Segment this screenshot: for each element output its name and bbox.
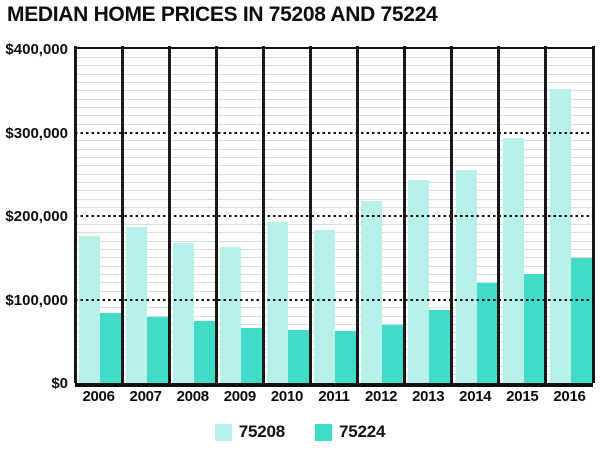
column-separator-line [544,46,548,383]
bar-75224-2014 [476,282,498,383]
legend: 75208 75224 [0,422,600,442]
x-tick-label-2014: 2014 [459,388,492,405]
y-tick-label-400000: $400,000 [5,41,68,58]
bar-75224-2010 [288,329,310,383]
minor-gridline [75,198,593,200]
bar-75208-2015 [502,138,524,383]
minor-gridline [75,207,593,209]
bar-75208-2009 [220,246,242,383]
minor-gridline [75,56,593,58]
legend-label-75224: 75224 [339,422,386,441]
x-tick-label-2006: 2006 [82,388,115,405]
legend-item-75208: 75208 [214,422,285,442]
column-separator-line [497,46,501,383]
minor-gridline [75,140,593,142]
bar-75208-2013 [408,180,430,383]
minor-gridline [75,148,593,150]
plot-top-border [75,47,593,49]
minor-gridline [75,182,593,184]
column-separator-line [308,46,312,383]
bar-75208-2012 [361,200,383,383]
column-separator-line [591,46,595,383]
bar-75208-2008 [172,242,194,383]
minor-gridline [75,115,593,117]
minor-gridline [75,190,593,192]
y-tick-label-0: $0 [51,375,68,392]
column-separator-line [403,46,407,383]
dotted-gridline-200000 [75,215,593,217]
bar-75208-2010 [267,221,289,383]
minor-gridline [75,65,593,67]
bar-75224-2013 [429,310,451,383]
dotted-gridline-300000 [75,131,593,134]
legend-label-75208: 75208 [238,422,285,441]
minor-gridline [75,81,593,83]
minor-gridline [75,223,593,225]
chart-plot-area [73,46,595,387]
dotted-gridline-100000 [75,298,593,301]
bar-75208-2011 [314,230,336,383]
bar-75208-2014 [455,170,477,383]
x-axis-line [75,383,593,387]
y-tick-label-200000: $200,000 [5,208,68,225]
bar-75224-2012 [382,324,404,383]
column-separator-line [356,46,360,383]
bar-75208-2006 [78,236,100,383]
x-tick-label-2013: 2013 [412,388,445,405]
y-tick-label-100000: $100,000 [5,291,68,309]
minor-gridline [75,157,593,159]
legend-swatch-75224 [315,423,332,441]
x-tick-label-2016: 2016 [553,388,586,405]
bar-75224-2016 [570,257,592,383]
chart-title: MEDIAN HOME PRICES IN 75208 AND 75224 [7,3,438,26]
minor-gridline [75,106,593,108]
x-tick-label-2009: 2009 [223,388,256,405]
bar-75224-2009 [241,327,263,383]
bar-75224-2006 [99,312,121,383]
x-tick-label-2011: 2011 [318,388,350,405]
column-separator-line [120,46,124,383]
column-separator-line [261,46,265,383]
x-tick-label-2015: 2015 [506,388,539,405]
x-tick-label-2012: 2012 [364,388,398,405]
bar-75224-2011 [335,331,357,383]
column-separator-line [450,46,454,383]
bar-75208-2016 [549,89,571,383]
bar-75224-2008 [193,321,215,383]
minor-gridline [75,173,593,175]
minor-gridline [75,90,593,92]
x-tick-label-2010: 2010 [270,388,303,405]
minor-gridline [75,165,593,167]
legend-swatch-75208 [214,423,232,441]
column-separator-line [167,46,171,383]
column-separator-line [73,46,77,383]
minor-gridline [75,98,593,100]
x-tick-label-2008: 2008 [176,388,209,405]
bar-75224-2007 [146,317,168,383]
minor-gridline [75,73,593,75]
y-tick-label-300000: $300,000 [5,124,68,142]
column-separator-line [214,46,218,383]
bar-75208-2007 [125,226,147,383]
bar-75224-2015 [523,273,545,383]
minor-gridline [75,123,593,125]
x-tick-label-2007: 2007 [129,388,162,405]
legend-item-75224: 75224 [315,422,385,442]
